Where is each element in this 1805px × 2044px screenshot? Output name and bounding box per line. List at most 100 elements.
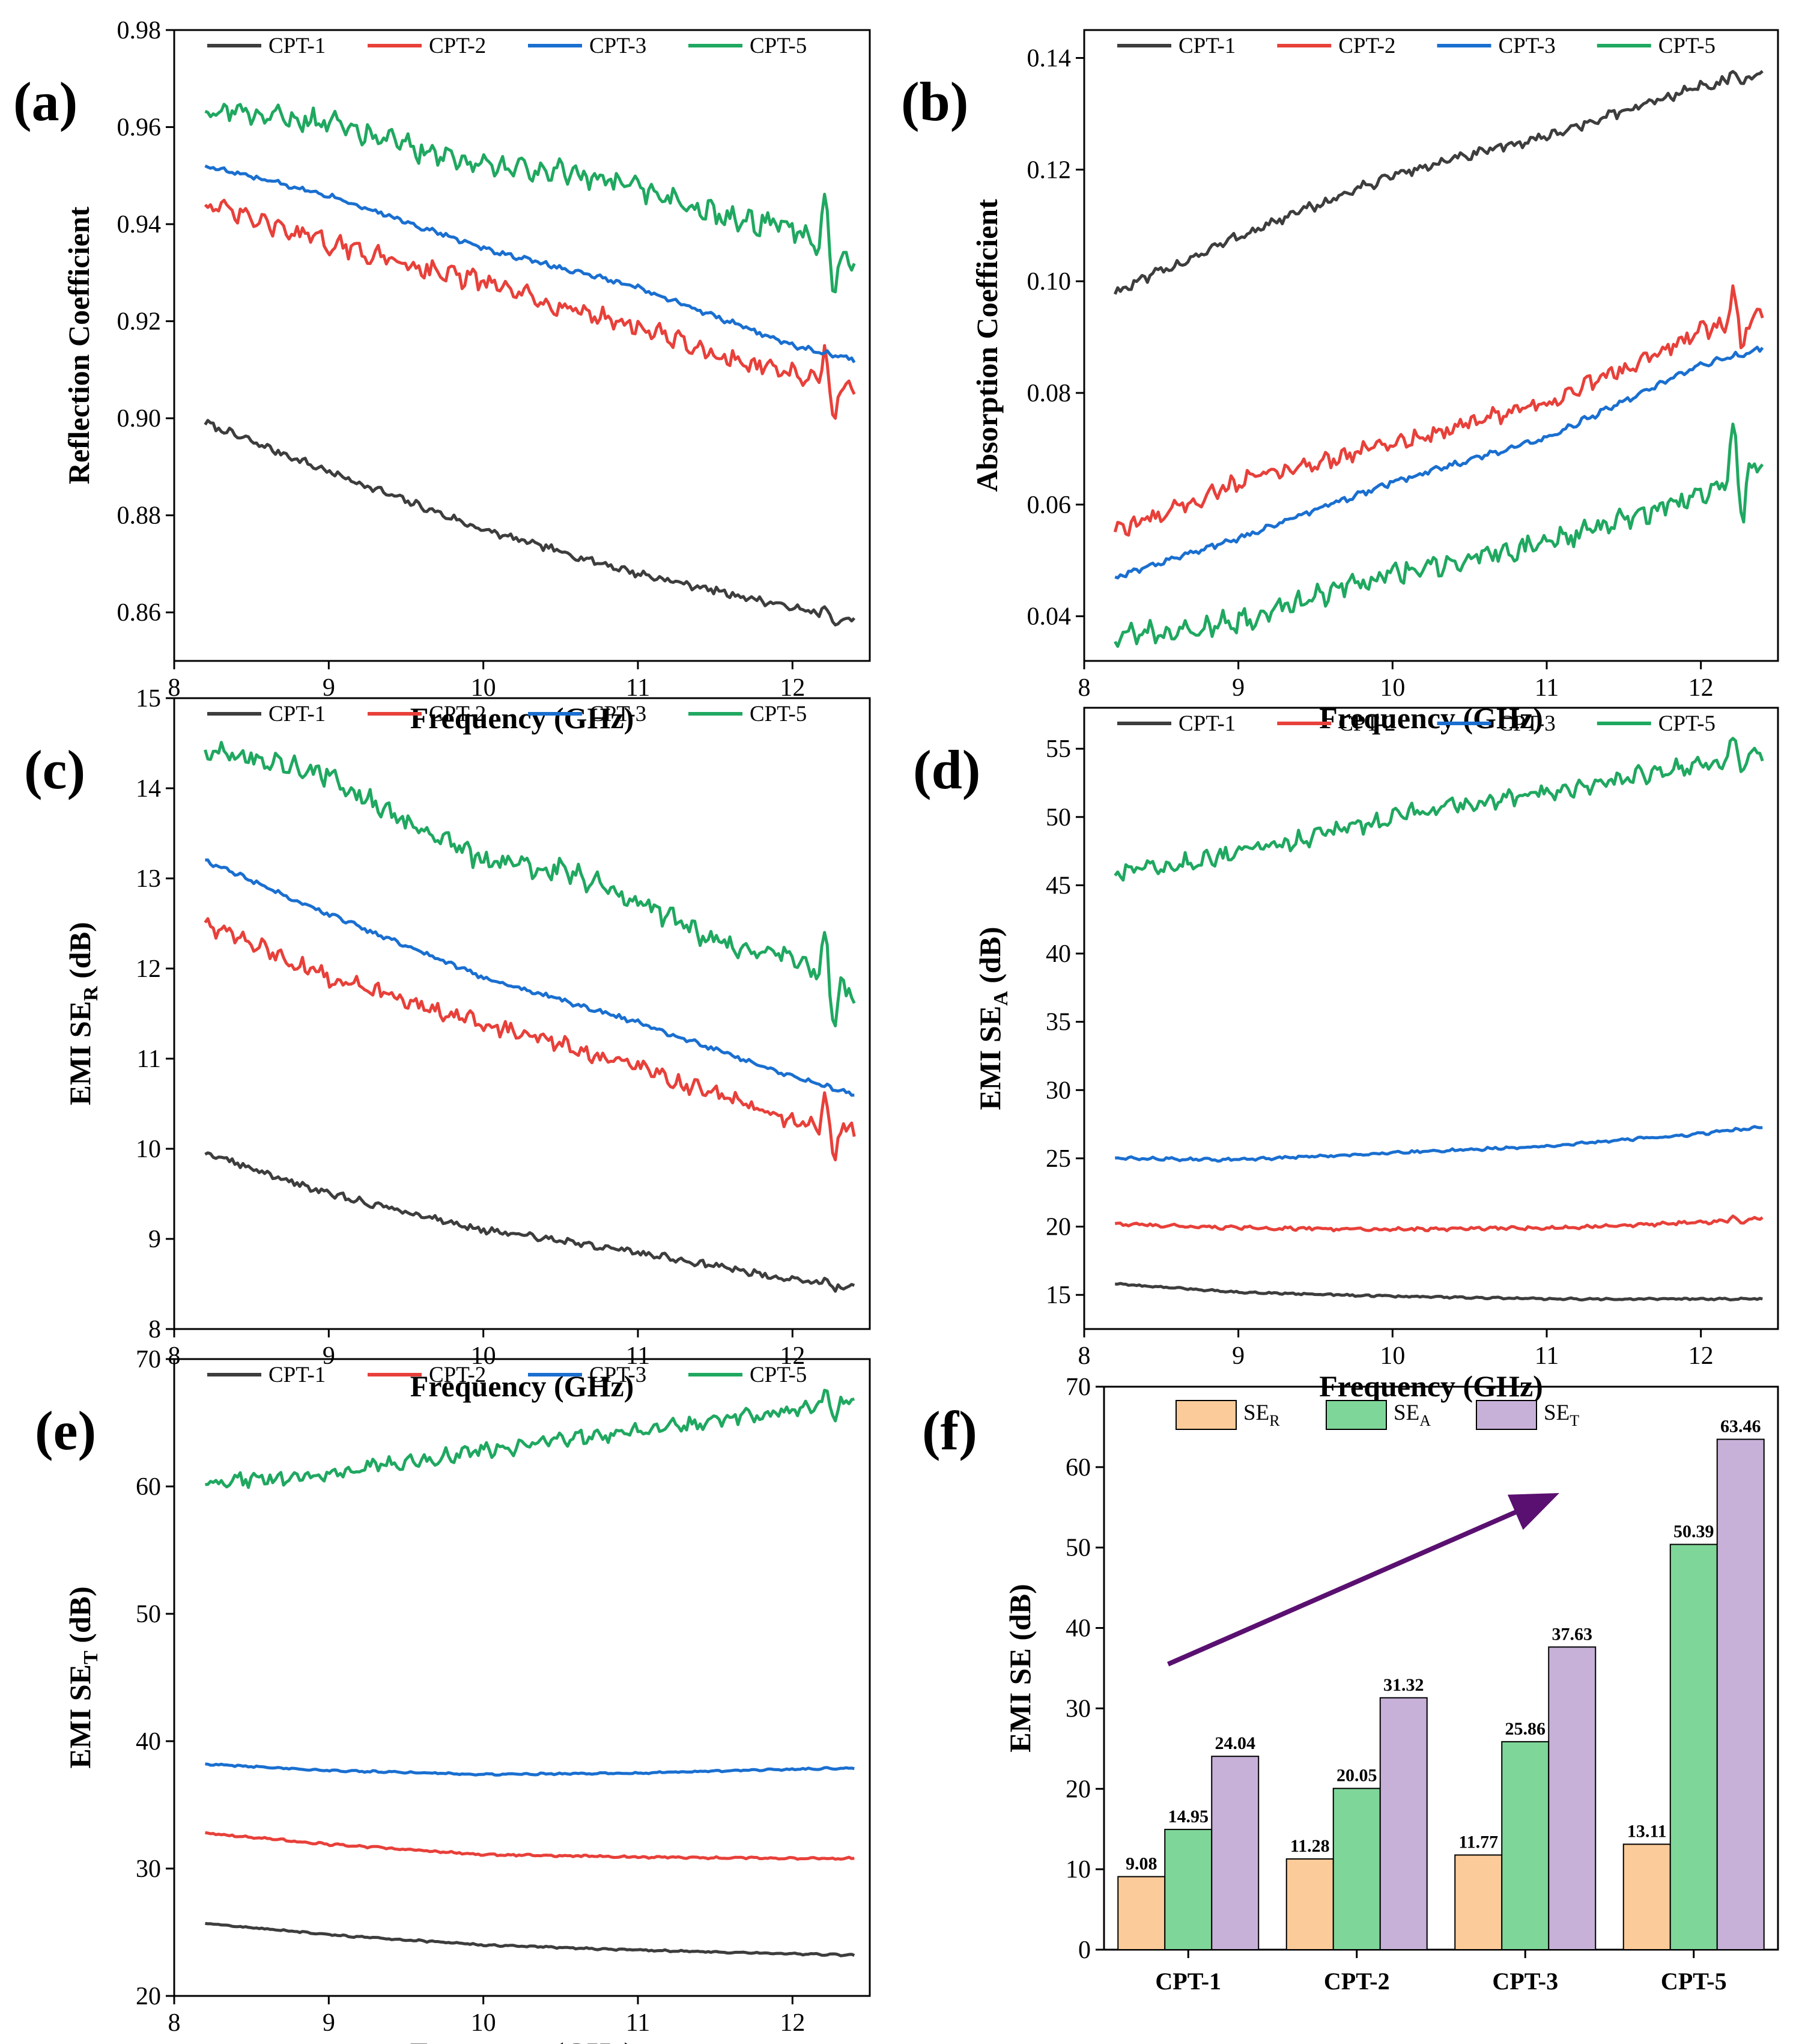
panel4-ytick-label: 45: [1046, 872, 1071, 899]
panel6-bar-value: 14.95: [1168, 1807, 1209, 1827]
panel1-xtick-label: 9: [323, 674, 335, 702]
panel1-xlabel: Frequency (GHz): [410, 701, 634, 735]
panel1-label: (a): [13, 71, 77, 132]
panel4-ylabel-main: EMI SE: [973, 1006, 1007, 1110]
panel4-xtick-label: 8: [1078, 1342, 1091, 1370]
panel2-ytick-label: 0.04: [1027, 603, 1072, 631]
panel6-bar-value: 31.32: [1383, 1675, 1424, 1695]
panel6-frame: [1103, 1385, 1779, 1951]
panel2-label: (b): [901, 71, 968, 132]
panel4-frame: [1083, 707, 1779, 1330]
panel3-legend-label: CPT-2: [429, 702, 486, 726]
panel5-series-cpt-2: [205, 1831, 855, 1861]
panel6-bar-a-cpt-1: [1164, 1828, 1213, 1950]
panel1-ylabel-main: Reflection Coefficient: [62, 207, 96, 485]
panel2-legend-label: CPT-1: [1179, 34, 1236, 58]
panel3-ytick-label: 13: [136, 865, 161, 893]
panel4-xtick-label: 12: [1688, 1342, 1714, 1370]
panel5-xtick-label: 10: [471, 2009, 496, 2037]
panel2-legend-label: CPT-3: [1499, 34, 1556, 58]
panel3-legend-label: CPT-3: [589, 702, 646, 726]
panel6-legend-swatch-a: [1326, 1400, 1387, 1430]
panel5-xtick-label: 8: [168, 2009, 181, 2037]
panel5-ytick-label: 20: [136, 1983, 161, 2010]
panel6-ytick-label: 0: [1078, 1936, 1091, 1964]
panel4-series-cpt-2: [1114, 1214, 1764, 1233]
panel1-ytick-label: 0.88: [117, 502, 162, 530]
panel2-xtick-label: 11: [1535, 674, 1559, 702]
panel6-legend-label-sub: R: [1269, 1412, 1280, 1429]
panel3-xtick-label: 9: [323, 1342, 335, 1370]
panel2-series-cpt-5: [1114, 422, 1764, 648]
panel3-ylabel-main: EMI SE: [63, 1001, 97, 1106]
panel1-ylabel: Reflection Coefficient: [62, 207, 96, 485]
panel6-bar-t-cpt-5: [1716, 1438, 1765, 1950]
panel5-ylabel-sub: T: [80, 1650, 102, 1664]
panel2-xtick-label: 8: [1078, 674, 1091, 702]
panel6-legend-label: SEA: [1394, 1401, 1431, 1429]
panel6-legend-swatch-t: [1476, 1400, 1537, 1430]
panel1-legend-label: CPT-5: [750, 34, 807, 58]
panel6-bar-t-cpt-1: [1211, 1756, 1260, 1951]
panel4-ytick-label: 15: [1046, 1282, 1071, 1309]
panel6-bar-value: 50.39: [1673, 1521, 1714, 1541]
panel6-category-label: CPT-2: [1324, 1968, 1390, 1995]
panel4-legend-label: CPT-1: [1179, 711, 1236, 736]
panel6-category-label: CPT-3: [1492, 1968, 1558, 1995]
panel5-ytick-label: 30: [136, 1855, 161, 1883]
panel2-ytick-label: 0.12: [1027, 156, 1072, 184]
panel4-xtick-label: 11: [1535, 1342, 1559, 1370]
panel6-bar-value: 11.28: [1290, 1836, 1330, 1856]
panel3-ytick-label: 9: [148, 1226, 161, 1253]
panel6-bar-value: 25.86: [1505, 1719, 1546, 1739]
panel6-bar-r-cpt-1: [1117, 1876, 1166, 1951]
panel1-ytick-label: 0.90: [117, 405, 162, 433]
panel6-legend-label-sub: T: [1570, 1412, 1579, 1429]
panel3-ytick-label: 8: [148, 1316, 161, 1343]
panel3-ytick-label: 11: [137, 1045, 161, 1073]
panel1-ytick-label: 0.92: [117, 308, 162, 336]
panel1-xtick-label: 10: [471, 674, 496, 702]
panel3-legend-label: CPT-1: [268, 702, 326, 726]
panel4-ytick-label: 55: [1046, 735, 1071, 763]
panel6-ytick-label: 20: [1066, 1775, 1091, 1803]
panel5-legend-label: CPT-5: [750, 1363, 807, 1387]
panel3-ytick-label: 12: [136, 955, 161, 983]
panel5-legend-label: CPT-3: [589, 1363, 646, 1387]
panel1-legend-label: CPT-2: [429, 34, 486, 58]
panel5-label: (e): [35, 1400, 96, 1461]
panel3-series-cpt-2: [204, 917, 856, 1161]
panel5-series-cpt-3: [205, 1762, 855, 1777]
panel4-ytick-label: 30: [1046, 1077, 1071, 1104]
panel6-ylabel-main: EMI SE (dB): [1003, 1584, 1037, 1753]
panel3-xtick-label: 11: [626, 1342, 650, 1370]
panel4-series-cpt-3: [1115, 1125, 1763, 1163]
panel6-legend-swatch-r: [1176, 1400, 1237, 1430]
panel4-ytick-label: 20: [1046, 1214, 1071, 1241]
panel4-legend-label: CPT-5: [1658, 711, 1716, 736]
panel5-ytick-label: 50: [136, 1601, 161, 1628]
panel5-legend-label: CPT-2: [429, 1363, 486, 1387]
panel2-legend-label: CPT-2: [1338, 34, 1395, 58]
panel1-ytick-label: 0.94: [117, 211, 162, 239]
panel1-legend-label: CPT-3: [589, 34, 646, 58]
panel6-ytick-label: 10: [1066, 1856, 1091, 1884]
panel2-series-cpt-3: [1114, 345, 1764, 580]
chart-panel-5: (e) 20 30 40 50 60 70 EMI SET (dB) 8 9 10 11 12 Frequ…: [35, 1346, 871, 2044]
panel6-bar-value: 37.63: [1552, 1624, 1593, 1644]
panel2-series-cpt-1: [1113, 70, 1764, 295]
panel3-series-cpt-1: [204, 1151, 855, 1293]
panel3-ylabel-sub: R: [80, 986, 102, 1001]
panel1-xtick-label: 12: [780, 674, 805, 702]
panel4-ylabel-sub: A: [990, 991, 1012, 1006]
panel6-bar-value: 11.77: [1458, 1832, 1498, 1852]
panel6-bar-a-cpt-5: [1669, 1544, 1718, 1951]
panel3-frame: [173, 697, 871, 1330]
panel6-bar-r-cpt-3: [1454, 1854, 1503, 1951]
panel4-ylabel: EMI SEA (dB): [973, 926, 1012, 1110]
panel6-ytick-label: 30: [1066, 1695, 1091, 1723]
panel4-ytick-label: 50: [1046, 804, 1071, 832]
panel6-ylabel: EMI SE (dB): [1003, 1584, 1037, 1753]
panel1-ytick-label: 0.96: [117, 114, 162, 142]
